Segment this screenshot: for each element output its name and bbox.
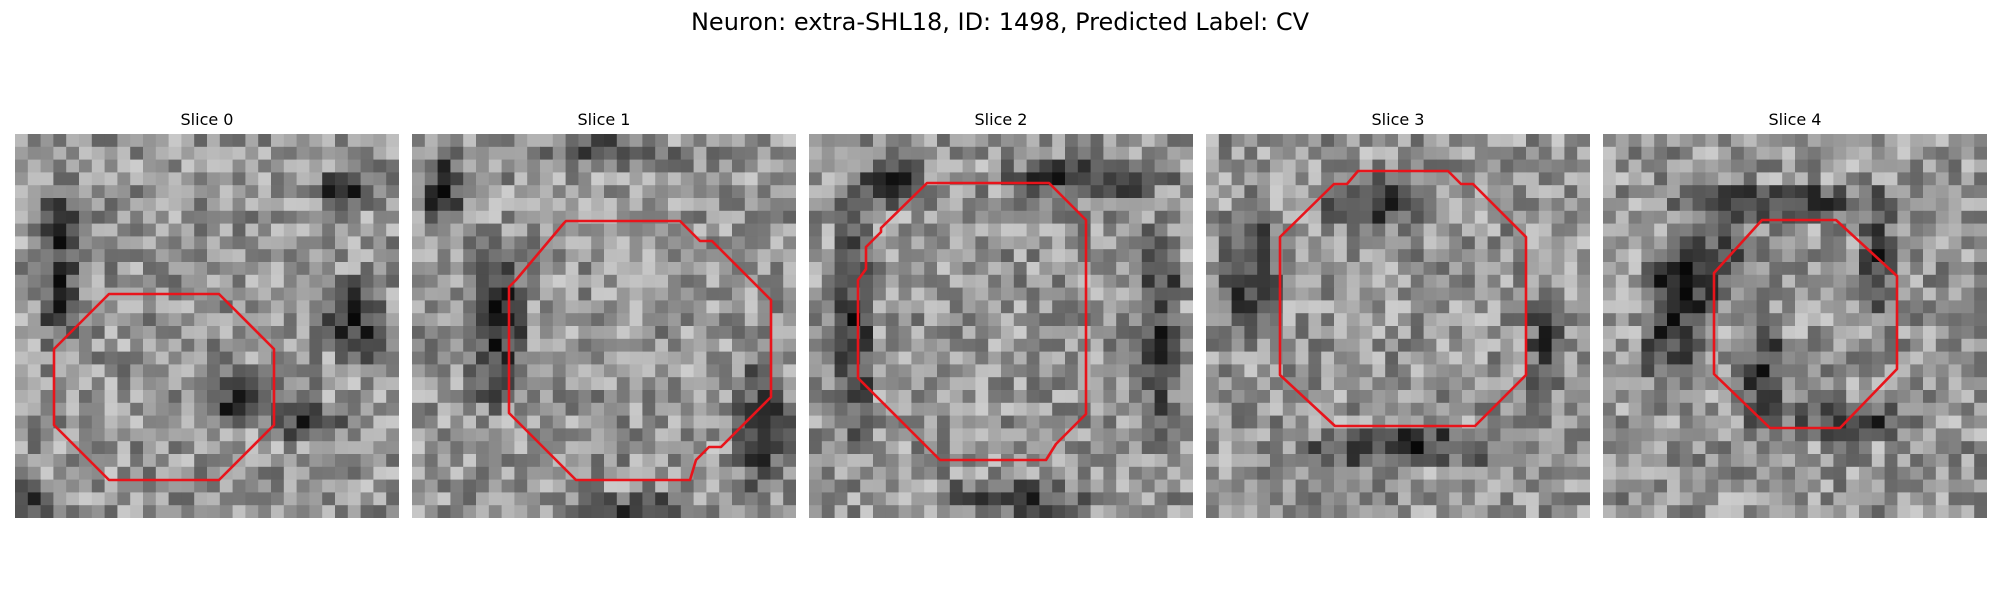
grayscale-pixels [15, 134, 399, 518]
slice-title: Slice 1 [577, 110, 631, 129]
figure-title: Neuron: extra-SHL18, ID: 1498, Predicted… [690, 8, 1310, 36]
roi-contour [1712, 218, 1899, 430]
slice-title: Slice 3 [1371, 110, 1425, 129]
slice-title: Slice 4 [1768, 110, 1822, 129]
roi-contour [52, 292, 276, 482]
roi-contour [1278, 169, 1528, 428]
roi-contour [507, 219, 773, 482]
slice-title: Slice 0 [180, 110, 234, 129]
grayscale-pixels [809, 134, 1193, 518]
slice-image-2 [809, 134, 1193, 518]
grayscale-pixels [1603, 134, 1987, 518]
slice-image-0 [15, 134, 399, 518]
grayscale-pixels [412, 134, 796, 518]
slice-image-3 [1206, 134, 1590, 518]
roi-contour [856, 181, 1088, 462]
slice-title: Slice 2 [974, 110, 1028, 129]
slice-image-4 [1603, 134, 1987, 518]
grayscale-pixels [1206, 134, 1590, 518]
slice-image-1 [412, 134, 796, 518]
